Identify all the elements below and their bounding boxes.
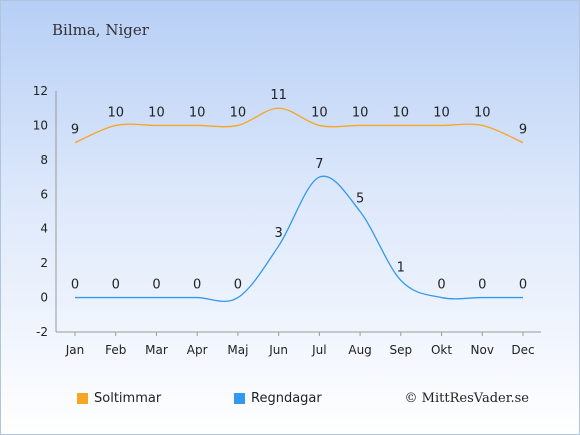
x-tick-label: Maj xyxy=(227,343,248,357)
x-tick-label: Feb xyxy=(105,343,126,357)
rain-data-label: 7 xyxy=(315,157,323,172)
rain-data-label: 0 xyxy=(112,278,120,293)
sun-swatch xyxy=(77,393,88,404)
rain-data-label: 1 xyxy=(397,260,405,275)
sun-data-label: 10 xyxy=(189,105,206,120)
sun-data-label: 10 xyxy=(474,105,491,120)
x-tick-label: Okt xyxy=(431,343,452,357)
rain-data-label: 0 xyxy=(519,278,527,293)
y-tick-label: 2 xyxy=(40,256,48,270)
x-tick-label: Jun xyxy=(268,343,288,357)
rain-data-label: 0 xyxy=(478,278,486,293)
y-tick-label: 6 xyxy=(40,187,48,201)
rain-data-label: 3 xyxy=(274,226,282,241)
chart-title: Bilma, Niger xyxy=(52,21,149,39)
x-tick-label: Aug xyxy=(348,343,371,357)
sun-data-label: 11 xyxy=(270,88,287,103)
sun-data-label: 10 xyxy=(148,105,165,120)
x-tick-label: Apr xyxy=(187,343,208,357)
x-tick-label: Sep xyxy=(390,343,413,357)
x-tick-label: Jan xyxy=(65,343,85,357)
rain-data-label: 0 xyxy=(437,278,445,293)
x-tick-label: Dec xyxy=(511,343,534,357)
y-tick-label: -2 xyxy=(36,325,48,339)
sun-data-label: 10 xyxy=(311,105,328,120)
x-tick-label: Nov xyxy=(471,343,494,357)
rain-swatch xyxy=(234,393,245,404)
sun-data-label: 9 xyxy=(71,123,79,138)
legend-item-rain: Regndagar xyxy=(234,391,322,406)
legend-item-sun: Soltimmar xyxy=(77,391,161,406)
sun-data-label: 10 xyxy=(230,105,247,120)
x-tick-label: Mar xyxy=(145,343,168,357)
sun-data-label: 10 xyxy=(352,105,369,120)
rain-data-label: 0 xyxy=(193,278,201,293)
x-tick-label: Jul xyxy=(311,343,326,357)
y-tick-label: 8 xyxy=(40,153,48,167)
sun-data-label: 10 xyxy=(107,105,124,120)
sun-data-label: 9 xyxy=(519,123,527,138)
y-tick-label: 4 xyxy=(40,222,48,236)
rain-series-line xyxy=(75,175,523,303)
rain-data-label: 0 xyxy=(71,278,79,293)
rain-data-label: 5 xyxy=(356,192,364,207)
y-tick-label: 0 xyxy=(40,291,48,305)
rain-data-label: 0 xyxy=(152,278,160,293)
credit-text: © MittResVader.se xyxy=(404,391,529,406)
y-tick-label: 12 xyxy=(33,84,48,98)
sun-data-label: 10 xyxy=(433,105,450,120)
sun-series-line xyxy=(74,107,524,144)
legend-sun-label: Soltimmar xyxy=(94,391,162,406)
legend-rain-label: Regndagar xyxy=(251,391,322,406)
rain-data-label: 0 xyxy=(234,278,242,293)
sun-data-label: 10 xyxy=(393,105,410,120)
y-tick-label: 10 xyxy=(33,118,48,132)
